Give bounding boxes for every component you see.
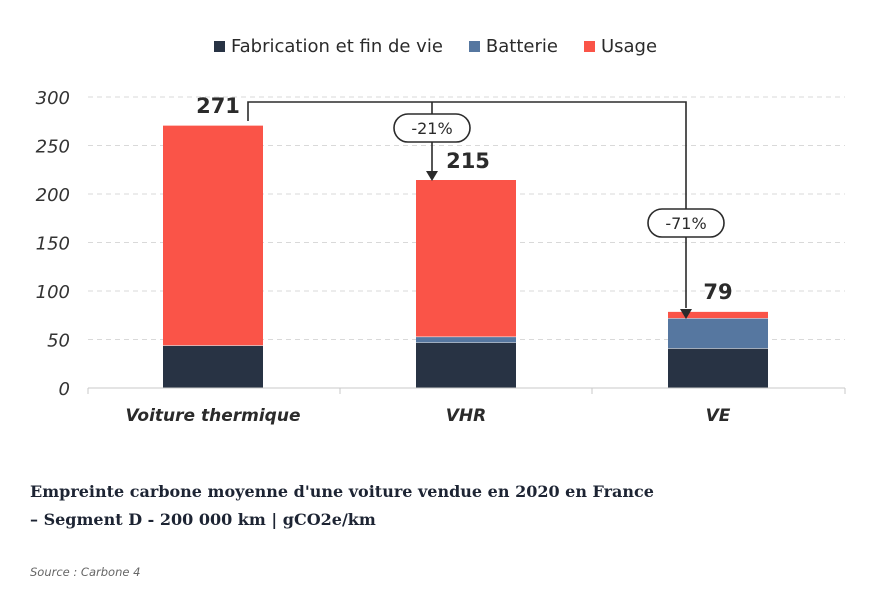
legend-item-fabrication: Fabrication et fin de vie — [213, 35, 443, 57]
reduction-pill — [393, 113, 471, 143]
y-tick-label: 100 — [36, 282, 70, 303]
caption-line-1: Empreinte carbone moyenne d'une voiture … — [30, 482, 654, 501]
bar-segment-batterie — [416, 336, 516, 343]
y-tick-label: 300 — [36, 88, 70, 109]
bar-segment-usage — [416, 179, 516, 337]
chart-caption: Empreinte carbone moyenne d'une voiture … — [30, 478, 850, 534]
bar-segment-usage — [668, 311, 768, 319]
legend-item-batterie: Batterie — [468, 35, 558, 57]
arrow-head — [680, 309, 692, 319]
bars: Voiture thermique VHR VE — [126, 124, 768, 426]
comparison-annotations: -21% -71% — [247, 101, 725, 319]
reduction-percentage-label: -71% — [665, 214, 706, 233]
bar-segment-fabrication — [668, 348, 768, 388]
bar-segment-usage — [163, 125, 263, 346]
bar-segment-fabrication — [163, 345, 263, 388]
source-note: Source : Carbone 4 — [30, 565, 141, 579]
x-category-label: Voiture thermique — [126, 406, 301, 426]
y-axis-ticks: 0 50 100 150 200 250 300 — [36, 88, 70, 400]
connector-line — [247, 101, 687, 308]
reduction-percentage-label: -21% — [411, 119, 452, 138]
y-tick-label: 250 — [36, 137, 70, 158]
legend-label-usage: Usage — [600, 35, 658, 57]
total-labels: 271 215 79 — [196, 94, 733, 304]
total-value-label: 271 — [196, 94, 240, 118]
y-tick-label: 200 — [36, 185, 70, 206]
y-tick-label: 0 — [59, 379, 70, 400]
legend-swatch-batterie — [468, 40, 480, 52]
x-category-label: VE — [706, 406, 731, 426]
legend-swatch-usage — [583, 40, 595, 52]
total-value-label: 79 — [703, 280, 732, 304]
legend-swatch-fabrication — [213, 40, 225, 52]
legend-label-batterie: Batterie — [485, 35, 558, 57]
legend: Fabrication et fin de vie Batterie Usage — [0, 34, 871, 58]
legend-label-fabrication: Fabrication et fin de vie — [230, 35, 443, 57]
total-value-label: 215 — [446, 149, 490, 173]
y-tick-label: 150 — [36, 234, 70, 255]
legend-item-usage: Usage — [583, 35, 658, 57]
x-axis-ticks — [87, 388, 846, 394]
bar-segment-batterie — [668, 318, 768, 349]
x-category-label: VHR — [446, 406, 486, 426]
y-tick-label: 50 — [47, 331, 70, 352]
caption-line-2: – Segment D - 200 000 km | gCO2e/km — [30, 510, 376, 529]
bar-segment-fabrication — [416, 342, 516, 388]
arrow-head — [426, 171, 438, 181]
reduction-pill — [647, 208, 725, 238]
